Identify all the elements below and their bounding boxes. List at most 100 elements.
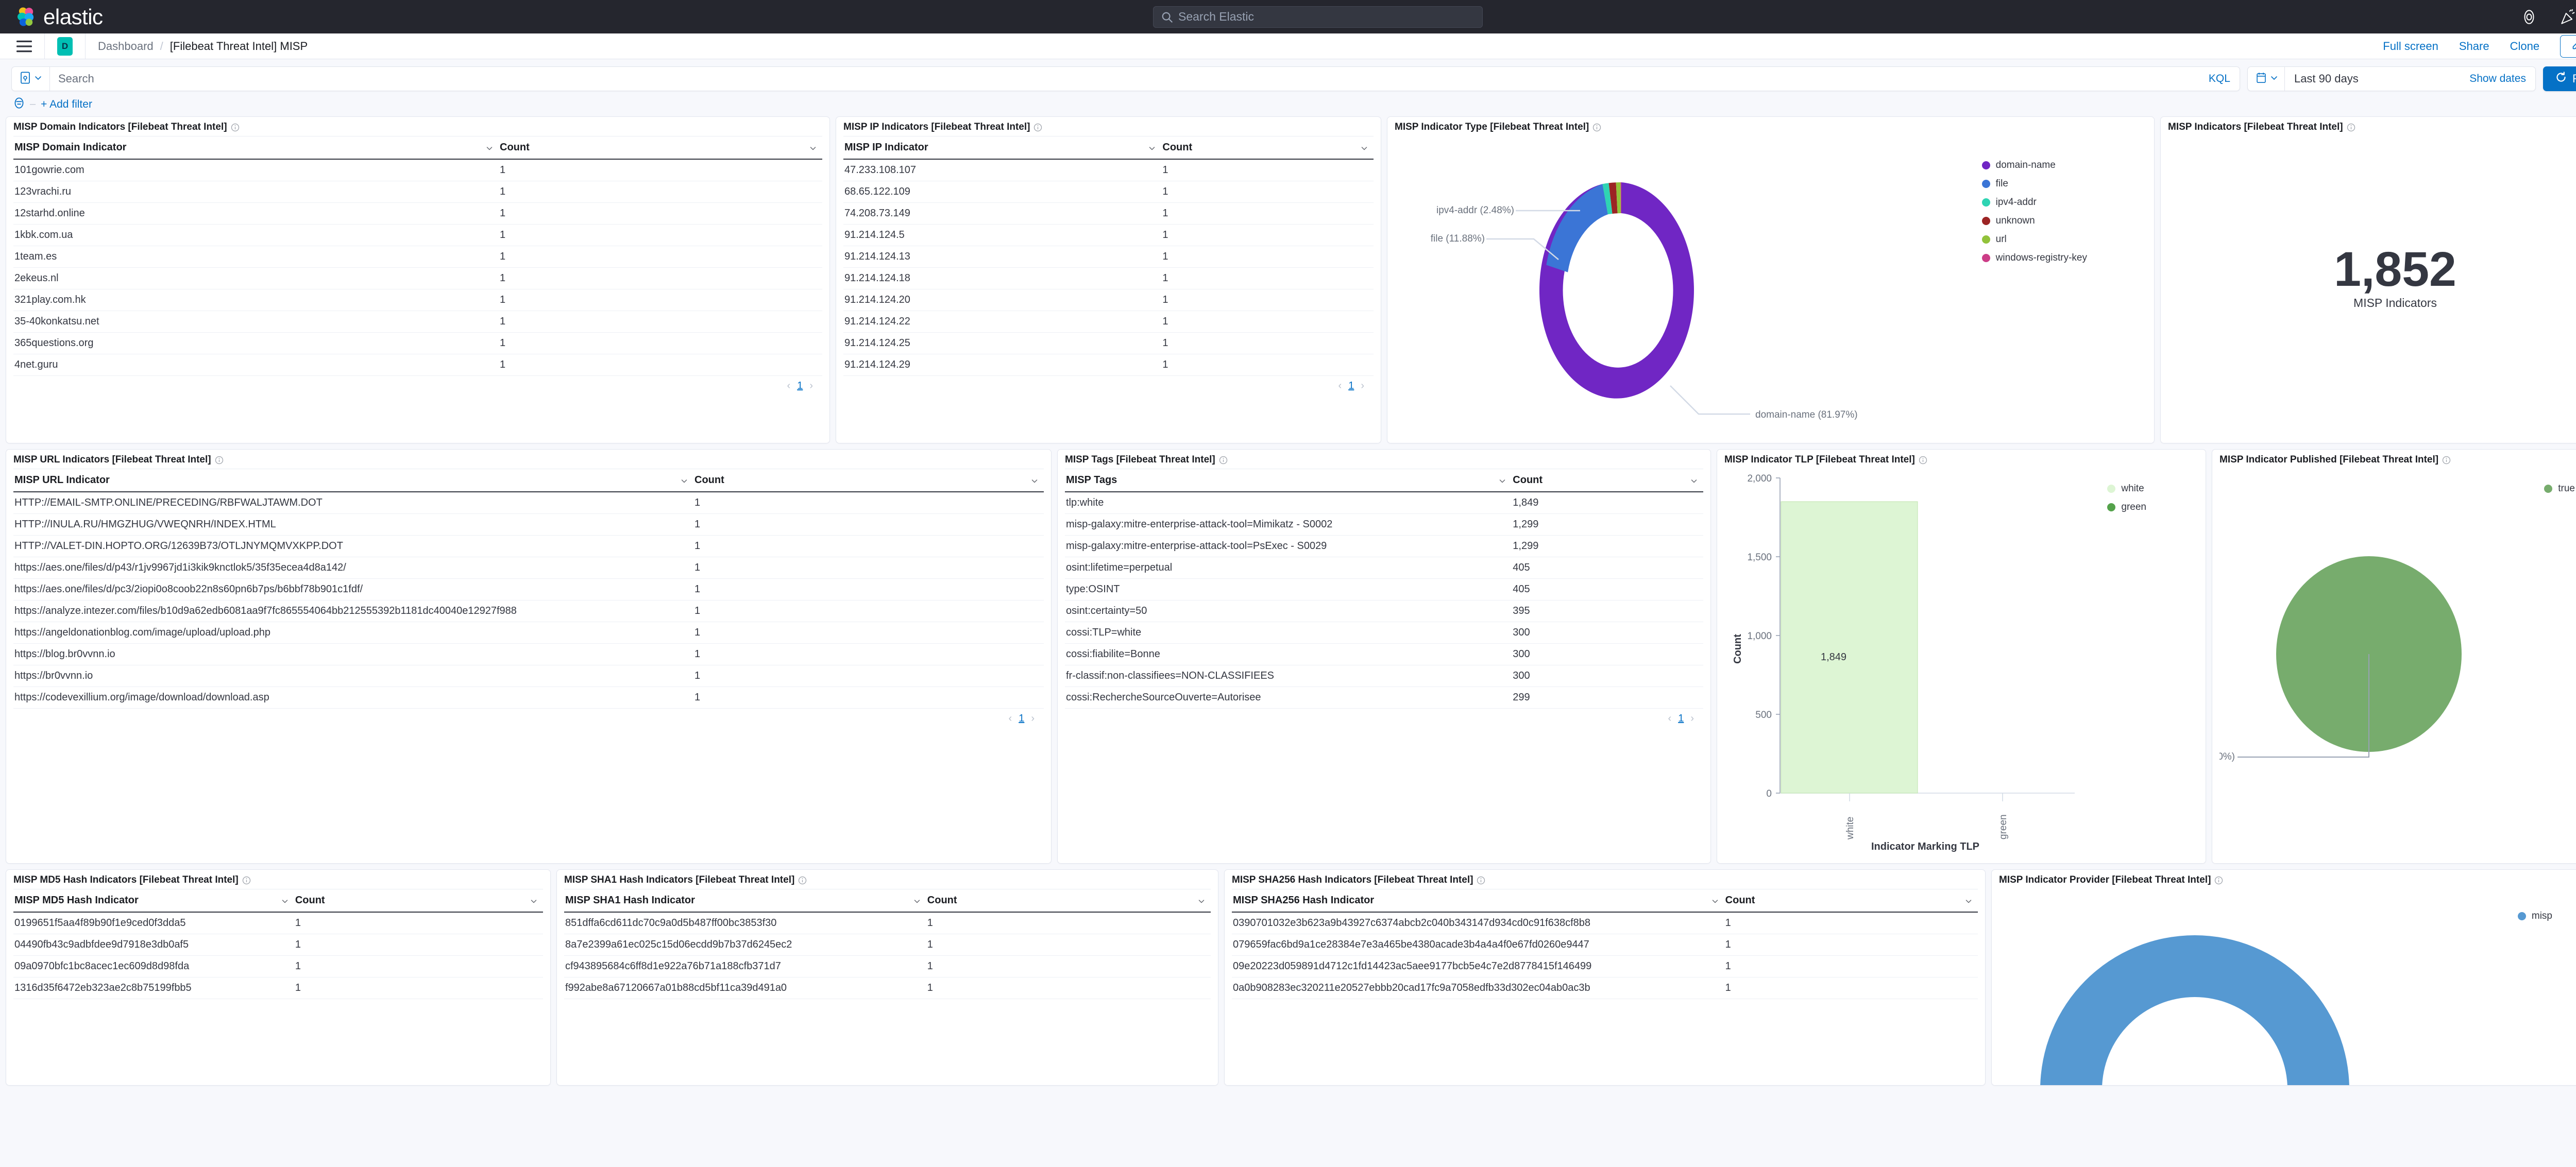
filter-icon[interactable] xyxy=(13,97,25,111)
table-row[interactable]: cf943895684c6ff8d1e922a76b71a188cfb371d7… xyxy=(564,955,1211,977)
table-row[interactable]: 0199651f5aa4f89b90f1e9ced0f3dda5 1 xyxy=(13,912,543,934)
table-row[interactable]: 123vrachi.ru 1 xyxy=(13,181,822,203)
donut-ring-misp[interactable] xyxy=(2040,935,2349,1085)
table-row[interactable]: 1316d35f6472eb323ae2c8b75199fbb5 1 xyxy=(13,977,543,999)
chevron-down-icon[interactable] xyxy=(1360,144,1368,152)
legend-item[interactable]: windows-registry-key xyxy=(1981,252,2087,264)
table-row[interactable]: 1kbk.com.ua 1 xyxy=(13,224,822,246)
table-row[interactable]: HTTP://INULA.RU/HMGZHUG/VWEQNRH/INDEX.HT… xyxy=(13,513,1044,536)
info-icon[interactable] xyxy=(1477,876,1485,885)
table-row[interactable]: 101gowrie.com 1 xyxy=(13,159,822,181)
tlp-bar-chart[interactable]: 2,000 1,500 1,000 500 0 1,849 white gree… xyxy=(1724,469,2198,855)
provider-donut-chart[interactable] xyxy=(1999,889,2576,1085)
legend-item[interactable]: unknown xyxy=(1981,215,2087,227)
clone-button[interactable]: Clone xyxy=(2510,39,2540,53)
table-row[interactable]: cossi:fiabilite=Bonne 300 xyxy=(1065,643,1703,665)
kql-language-button[interactable]: KQL xyxy=(2208,73,2230,84)
table-row[interactable]: https://angeldonationblog.com/image/uplo… xyxy=(13,622,1044,644)
legend-item[interactable]: url xyxy=(1981,234,2087,245)
table-row[interactable]: 74.208.73.149 1 xyxy=(843,202,1374,225)
chevron-down-icon[interactable] xyxy=(680,476,688,485)
chevron-down-icon[interactable] xyxy=(485,144,494,152)
table-row[interactable]: HTTP://EMAIL-SMTP.ONLINE/PRECEDING/RBFWA… xyxy=(13,492,1044,514)
table-row[interactable]: 0a0b908283ec320211e20527ebbb20cad17fc9a7… xyxy=(1232,977,1978,999)
table-row[interactable]: 321play.com.hk 1 xyxy=(13,289,822,311)
legend-item[interactable]: domain-name xyxy=(1981,160,2087,171)
page-number[interactable]: 1 xyxy=(1678,713,1684,724)
full-screen-button[interactable]: Full screen xyxy=(2383,39,2438,53)
table-row[interactable]: f992abe8a67120667a01b88cd5bf11ca39d491a0… xyxy=(564,977,1211,999)
page-number[interactable]: 1 xyxy=(797,380,803,391)
table-row[interactable]: 09a0970bfc1bc8acec1ec609d8d98fda 1 xyxy=(13,955,543,977)
legend-item[interactable]: misp xyxy=(2517,911,2552,922)
column-header-md5[interactable]: MISP MD5 Hash Indicator xyxy=(13,889,294,913)
table-row[interactable]: 47.233.108.107 1 xyxy=(843,159,1374,181)
next-page-button[interactable]: › xyxy=(809,380,813,391)
table-row[interactable]: osint:certainty=50 395 xyxy=(1065,600,1703,622)
add-filter-button[interactable]: + Add filter xyxy=(41,98,92,110)
table-row[interactable]: https://codevexillium.org/image/download… xyxy=(13,687,1044,709)
info-icon[interactable] xyxy=(2442,456,2451,465)
chevron-down-icon[interactable] xyxy=(1197,897,1206,905)
next-page-button[interactable]: › xyxy=(1031,713,1035,724)
table-row[interactable]: https://blog.br0vvnn.io 1 xyxy=(13,643,1044,665)
table-row[interactable]: 91.214.124.25 1 xyxy=(843,332,1374,354)
info-icon[interactable] xyxy=(242,876,251,885)
next-page-button[interactable]: › xyxy=(1361,380,1364,391)
column-header-count[interactable]: Count xyxy=(926,889,1211,913)
info-icon[interactable] xyxy=(1592,123,1601,132)
chevron-down-icon[interactable] xyxy=(809,144,817,152)
column-header-count[interactable]: Count xyxy=(1512,469,1703,492)
saved-query-button[interactable] xyxy=(12,67,50,91)
metric-visualization[interactable]: 1,852 MISP Indicators xyxy=(2168,136,2576,440)
info-icon[interactable] xyxy=(215,456,224,465)
table-row[interactable]: 35-40konkatsu.net 1 xyxy=(13,311,822,333)
page-number[interactable]: 1 xyxy=(1019,713,1025,724)
table-row[interactable]: misp-galaxy:mitre-enterprise-attack-tool… xyxy=(1065,513,1703,536)
info-icon[interactable] xyxy=(2347,123,2355,132)
prev-page-button[interactable]: ‹ xyxy=(1338,380,1342,391)
legend-item[interactable]: green xyxy=(2107,502,2146,513)
table-row[interactable]: 079659fac6bd9a1ce28384e7e3a465be4380acad… xyxy=(1232,934,1978,956)
table-row[interactable]: cossi:RechercheSourceOuverte=Autorisee 29… xyxy=(1065,687,1703,709)
info-icon[interactable] xyxy=(2214,876,2223,885)
legend-item[interactable]: true xyxy=(2544,483,2575,494)
column-header-count[interactable]: Count xyxy=(1161,136,1374,160)
table-row[interactable]: 91.214.124.20 1 xyxy=(843,289,1374,311)
elastic-logo[interactable]: elastic xyxy=(16,5,103,29)
refresh-button[interactable]: Refresh xyxy=(2543,66,2576,91)
next-page-button[interactable]: › xyxy=(1690,713,1694,724)
table-row[interactable]: https://analyze.intezer.com/files/b10d9a… xyxy=(13,600,1044,622)
table-row[interactable]: 09e20223d059891d4712c1fd14423ac5aee9177b… xyxy=(1232,955,1978,977)
table-row[interactable]: 91.214.124.29 1 xyxy=(843,354,1374,376)
column-header-count[interactable]: Count xyxy=(294,889,543,913)
table-row[interactable]: 91.214.124.5 1 xyxy=(843,224,1374,246)
menu-icon[interactable] xyxy=(16,40,32,53)
info-icon[interactable] xyxy=(1219,456,1228,465)
prev-page-button[interactable]: ‹ xyxy=(1008,713,1012,724)
table-row[interactable]: 91.214.124.18 1 xyxy=(843,267,1374,289)
table-row[interactable]: 68.65.122.109 1 xyxy=(843,181,1374,203)
chevron-down-icon[interactable] xyxy=(1711,897,1719,905)
table-row[interactable]: 12starhd.online 1 xyxy=(13,202,822,225)
column-header-sha1[interactable]: MISP SHA1 Hash Indicator xyxy=(564,889,926,913)
table-row[interactable]: 8a7e2399a61ec025c15d06ecdd9b7b37d6245ec2… xyxy=(564,934,1211,956)
chevron-down-icon[interactable] xyxy=(1148,144,1156,152)
table-row[interactable]: 2ekeus.nl 1 xyxy=(13,267,822,289)
prev-page-button[interactable]: ‹ xyxy=(787,380,791,391)
legend-item[interactable]: file xyxy=(1981,178,2087,190)
prev-page-button[interactable]: ‹ xyxy=(1668,713,1672,724)
table-row[interactable]: type:OSINT 405 xyxy=(1065,578,1703,600)
table-row[interactable]: tlp:white 1,849 xyxy=(1065,492,1703,514)
table-row[interactable]: 851dffa6cd611dc70c9a0d5b487ff00bc3853f30… xyxy=(564,912,1211,934)
legend-item[interactable]: ipv4-addr xyxy=(1981,197,2087,208)
table-row[interactable]: fr-classif:non-classifiees=NON-CLASSIFIE… xyxy=(1065,665,1703,687)
show-dates-button[interactable]: Show dates xyxy=(2469,73,2526,84)
column-header-ip[interactable]: MISP IP Indicator xyxy=(843,136,1162,160)
share-button[interactable]: Share xyxy=(2459,39,2489,53)
chevron-down-icon[interactable] xyxy=(913,897,921,905)
table-row[interactable]: https://aes.one/files/d/p43/r1jv9967jd1i… xyxy=(13,557,1044,579)
column-header-count[interactable]: Count xyxy=(1724,889,1978,913)
chevron-down-icon[interactable] xyxy=(1030,476,1039,485)
column-header-sha256[interactable]: MISP SHA256 Hash Indicator xyxy=(1232,889,1724,913)
